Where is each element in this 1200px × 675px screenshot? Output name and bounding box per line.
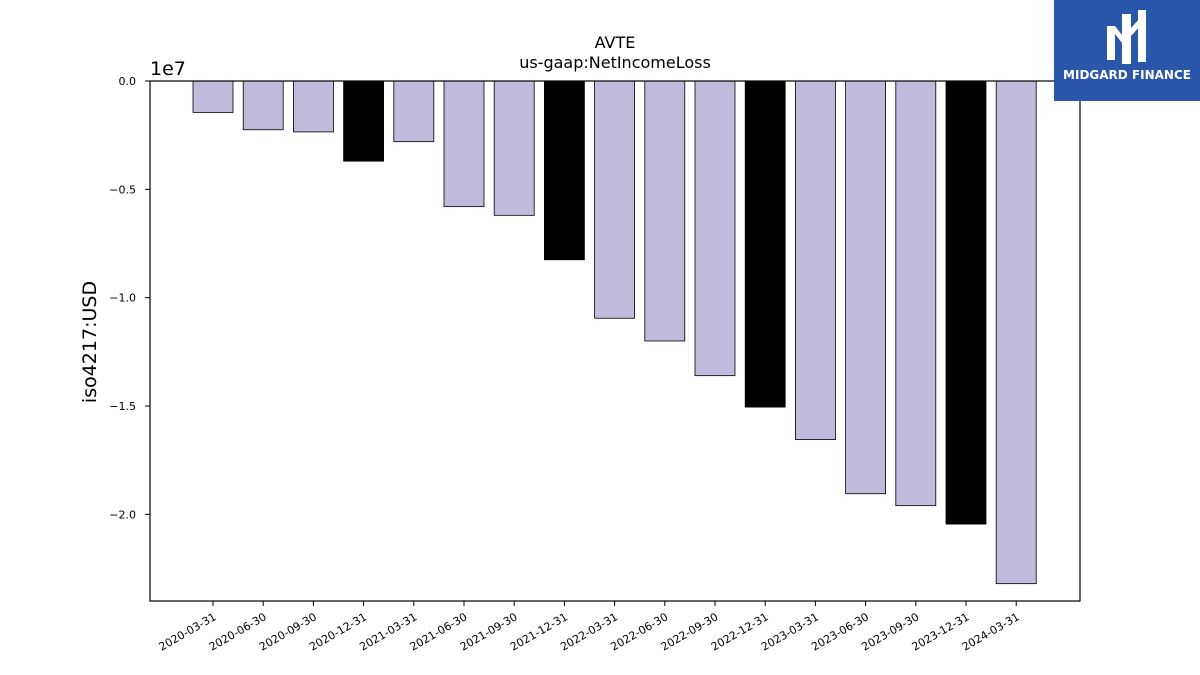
chart-title: AVTE: [595, 33, 636, 52]
bar-2023-12-31: [945, 80, 987, 525]
bar-2022-06-30: [644, 80, 686, 342]
bar-2021-03-31: [393, 80, 435, 143]
bar-2021-09-30: [493, 80, 535, 216]
bar-2022-12-31: [744, 80, 786, 408]
plot-frame: [149, 80, 1081, 602]
y-axis-offset-label: 1e7: [150, 58, 186, 80]
y-axis-label: iso4217:USD: [79, 281, 101, 403]
bar-2020-06-30: [242, 80, 284, 131]
y-tick-label: 0.0: [119, 75, 137, 88]
bar-2023-03-31: [795, 80, 836, 440]
bar-2020-12-31: [343, 80, 385, 162]
y-tick-label: −1.5: [109, 400, 136, 413]
bar-2020-09-30: [292, 80, 334, 133]
bar-2022-09-30: [694, 80, 736, 377]
bar-2021-06-30: [443, 80, 485, 208]
chart-subtitle: us-gaap:NetIncomeLoss: [519, 53, 711, 72]
y-tick-label: −0.5: [109, 183, 136, 196]
bar-2023-09-30: [895, 80, 937, 507]
y-tick-label: −2.0: [109, 508, 136, 521]
midgard-logo-icon: [1107, 10, 1146, 64]
bar-2023-06-30: [845, 80, 886, 495]
bar-2020-03-31: [192, 80, 234, 113]
bar-2021-12-31: [544, 80, 585, 261]
x-tick-label: 2024-03-31: [960, 610, 1022, 653]
bar-2024-03-31: [995, 80, 1037, 585]
logo-text: MIDGARD FINANCE: [1063, 68, 1191, 82]
y-tick-label: −1.0: [109, 292, 136, 305]
company-logo: MIDGARD FINANCE: [1054, 0, 1200, 101]
bar-2022-03-31: [594, 80, 635, 319]
